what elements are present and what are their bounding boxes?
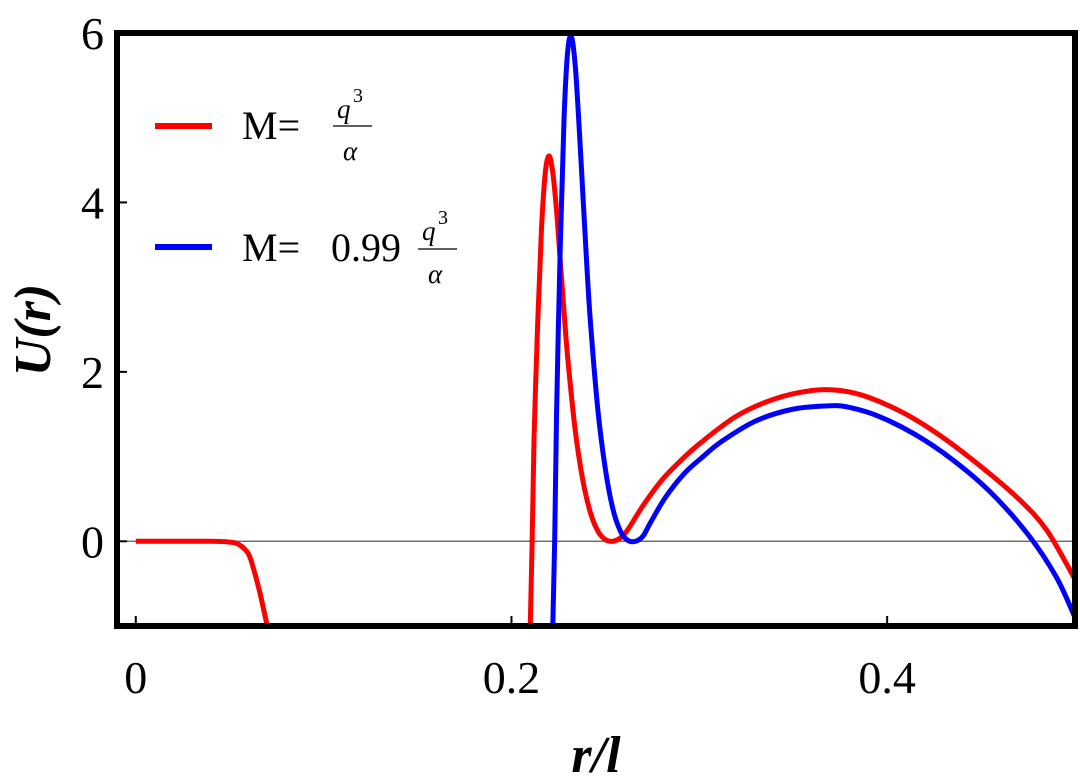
x-tick-label: 0.4 xyxy=(858,652,916,703)
legend-label-series-1-prefix: M= xyxy=(242,103,300,148)
legend: M= q 3 α M= 0.99 q 3 α xyxy=(155,85,457,289)
plot-layer xyxy=(117,33,1075,626)
legend-label-series-2-exponent: 3 xyxy=(438,207,448,229)
series-1-line-segment-2 xyxy=(527,153,1075,626)
plot-frame xyxy=(114,30,1078,629)
legend-label-series-1-exponent: 3 xyxy=(353,85,363,107)
legend-label-series-1-numerator: q xyxy=(337,94,351,124)
ticks-layer: 0 0.2 0.4 0 2 4 6 xyxy=(81,8,916,703)
x-axis-label: r/l xyxy=(571,727,621,783)
series-2-line-segment-1 xyxy=(550,33,1075,626)
legend-label-series-2-numerator: q xyxy=(422,216,436,246)
legend-label-series-2-coefficient: 0.99 xyxy=(331,225,401,270)
y-tick-label: 0 xyxy=(81,516,104,567)
series-group xyxy=(135,33,1075,626)
x-tick-label: 0 xyxy=(124,652,147,703)
legend-label-series-2-denominator: α xyxy=(428,259,443,289)
x-tick-label: 0.2 xyxy=(483,652,541,703)
legend-label-series-2-prefix: M= xyxy=(242,225,300,270)
y-axis-label: U(r) xyxy=(5,284,62,376)
y-tick-label: 4 xyxy=(81,177,104,228)
legend-label-series-1-denominator: α xyxy=(343,136,358,166)
y-tick-label: 2 xyxy=(81,347,104,398)
y-tick-label: 6 xyxy=(81,8,104,59)
series-1-line-segment-1 xyxy=(135,538,270,626)
